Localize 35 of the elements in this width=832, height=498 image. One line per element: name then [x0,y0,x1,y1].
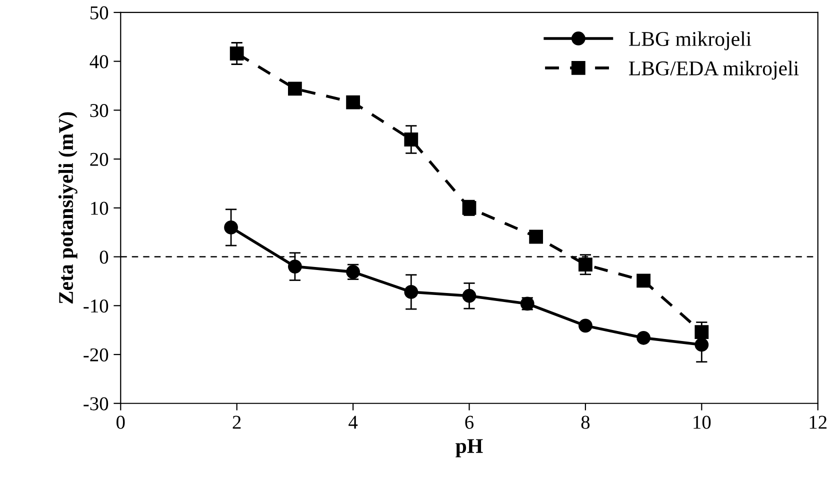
point [462,288,476,303]
point [636,330,650,345]
point [224,220,238,234]
y-tick-label: -20 [84,348,108,362]
point [529,230,544,244]
legend-label: LBG mikrojeli [629,31,752,50]
y-tick-label: 10 [91,202,108,215]
x-tick-label: 0 [116,416,125,429]
point [404,285,418,299]
y-tick-label: 30 [90,104,108,118]
x-tick-label: 6 [465,416,474,429]
x-tick-label: 2 [232,416,241,429]
point [230,46,244,60]
point [578,258,592,272]
point [288,82,302,96]
x-tick-label: 10 [694,416,711,429]
legend-label: LBG/EDA mikrojeli [629,60,799,80]
point [578,318,592,333]
y-tick-label: 20 [90,152,108,166]
point [404,132,418,146]
point [346,95,360,110]
point [288,260,302,274]
point [694,325,709,339]
point [636,274,650,288]
y-tick-label: 50 [90,6,108,20]
x-tick-label: 8 [581,416,590,429]
point [694,338,709,352]
x-tick-label: 4 [348,416,358,429]
y-axis-title: Zeta potansiyeli (mV) [58,112,78,304]
x-tick-label: 12 [810,416,827,429]
y-tick-label: 40 [90,55,108,68]
x-axis-title: pH [456,439,483,458]
y-tick-label: -30 [84,397,108,410]
y-tick-label: 0 [100,250,108,264]
y-tick-label: -10 [84,299,108,313]
